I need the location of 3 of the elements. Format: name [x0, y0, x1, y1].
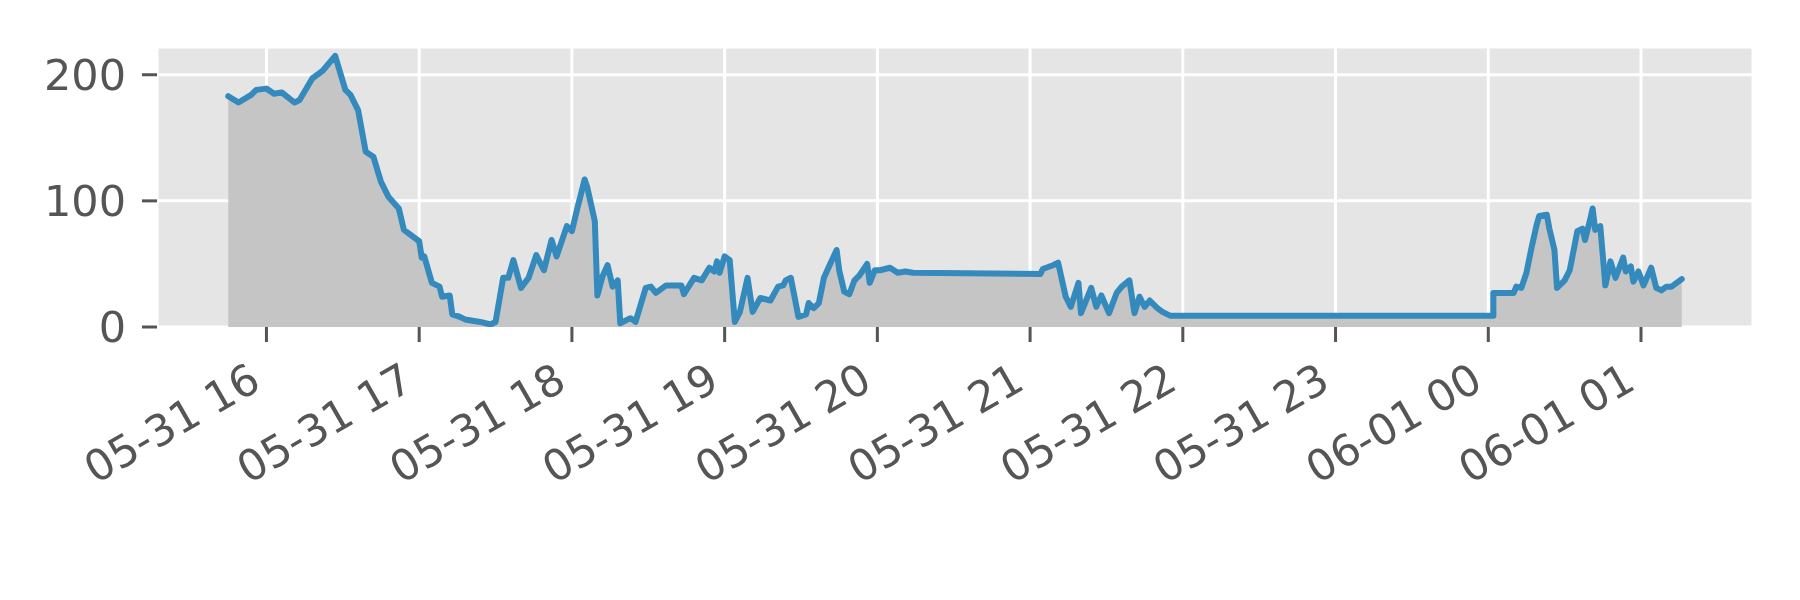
y-tick-label: 200	[43, 50, 126, 101]
y-tick-label: 100	[43, 176, 126, 227]
y-tick-label: 0	[98, 302, 126, 353]
